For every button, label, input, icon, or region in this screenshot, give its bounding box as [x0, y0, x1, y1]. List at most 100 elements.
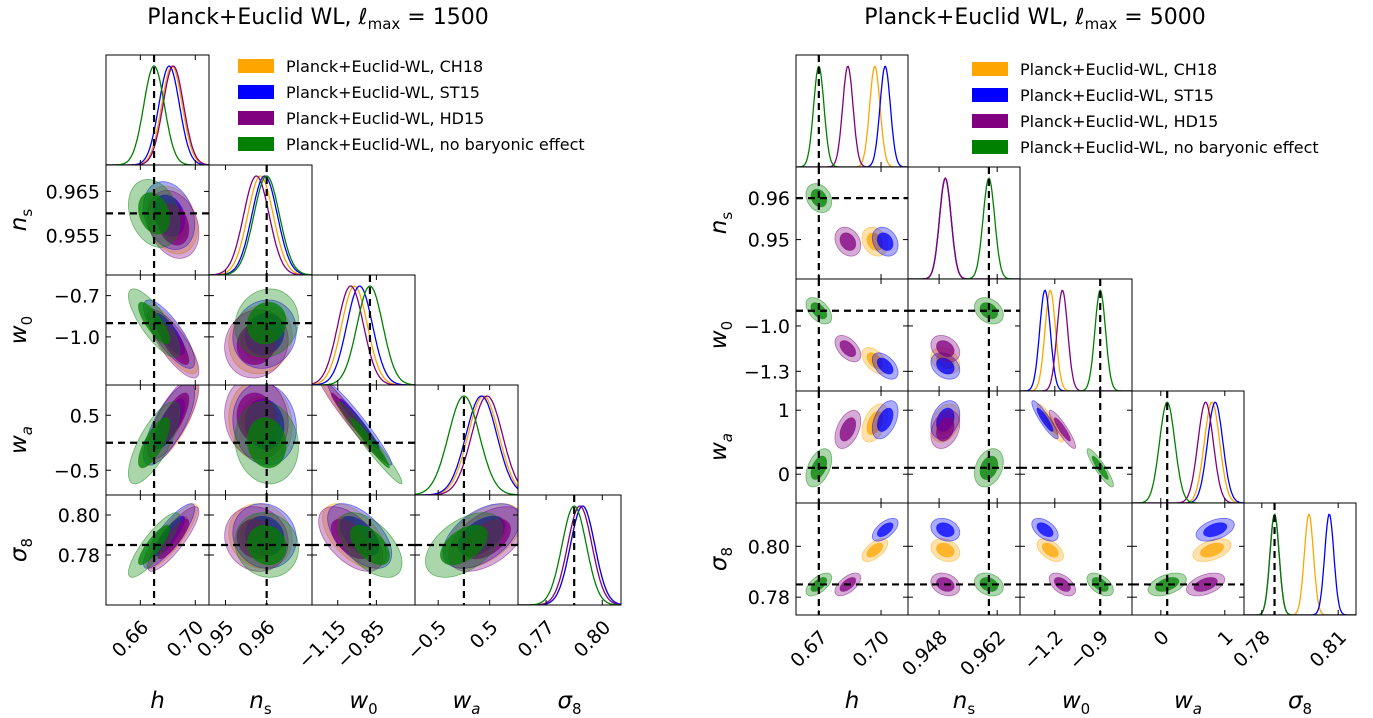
cell-wa-wa — [414, 384, 519, 496]
cell-h-w0 — [795, 278, 909, 392]
chart-title: Planck+Euclid WL, ℓmax = 1500 — [147, 5, 488, 33]
legend-label-ch18: Planck+Euclid-WL, CH18 — [1020, 60, 1217, 79]
axis-label-w0: w0 — [706, 321, 736, 349]
cell-plot-area — [1020, 279, 1132, 391]
cell-h-h — [105, 54, 210, 166]
axis-label-ns: ns — [6, 209, 36, 232]
cell-plot-area — [1132, 391, 1244, 503]
contour-1sigma-hd15 — [839, 417, 857, 442]
cell-frame — [1243, 502, 1357, 616]
cell-plot-area — [796, 167, 908, 279]
cell-plot-area — [106, 275, 209, 385]
axis-label-symbol: w — [452, 688, 471, 714]
marginal-curve-st15 — [796, 65, 908, 167]
axis-label-symbol: w — [1174, 688, 1193, 714]
y-tick-label-ns: 0.965 — [46, 181, 100, 203]
contour-1sigma-st15 — [1203, 522, 1228, 538]
legend-label-ch18: Planck+Euclid-WL, CH18 — [286, 57, 483, 76]
contour-1sigma-none — [810, 188, 828, 208]
axis-label-symbol: w — [6, 325, 32, 344]
x-tick-label-wa: 0 — [1150, 626, 1174, 650]
marginal-curve-none — [312, 285, 415, 385]
legend-label-hd15: Planck+Euclid-WL, HD15 — [1020, 112, 1218, 131]
x-tick-label-h: 0.70 — [849, 626, 894, 671]
title-prefix: Planck+Euclid WL, — [864, 5, 1075, 30]
axis-label-symbol: σ — [1288, 688, 1304, 714]
axis-label-subscript: a — [471, 700, 480, 718]
cell-w0-wa — [311, 384, 416, 496]
cell-plot-area — [796, 55, 908, 167]
axis-label-sigma8: σ8 — [706, 547, 736, 571]
marginal-curve-ch18 — [796, 65, 908, 167]
axis-label-symbol: σ — [557, 688, 573, 714]
cell-sigma8-sigma8 — [517, 494, 622, 606]
y-tick-label-sigma8: 0.80 — [58, 505, 100, 527]
marginal-curve-ch18 — [415, 395, 518, 495]
y-tick-label-w0: −1.0 — [54, 327, 100, 349]
x-tick-label-ns: 0.948 — [898, 626, 952, 680]
axis-label-sigma8: σ8 — [557, 688, 581, 718]
axis-label-symbol: w — [706, 330, 732, 349]
axis-label-subscript: a — [18, 426, 36, 435]
marginal-curve-hd15 — [415, 395, 518, 495]
title-prefix: Planck+Euclid WL, — [147, 5, 358, 30]
cell-sigma8-sigma8 — [1243, 502, 1357, 616]
axis-label-sigma8: σ8 — [1288, 688, 1312, 718]
contour-1sigma-none — [1155, 577, 1180, 592]
axis-label-symbol: w — [349, 688, 368, 714]
marginal-curve-ch18 — [1244, 513, 1356, 615]
marginal-curve-st15 — [1020, 289, 1132, 391]
contour-1sigma-hd15 — [839, 340, 857, 358]
marginal-curve-st15 — [908, 177, 1020, 279]
cell-plot-area — [106, 495, 209, 605]
x-tick-label-ns: 0.962 — [956, 626, 1010, 680]
cell-plot-area — [908, 167, 1020, 279]
axis-label-wa: wa — [706, 433, 736, 461]
cell-plot-area — [209, 385, 312, 495]
axis-label-symbol: w — [706, 442, 732, 461]
x-tick-label-wa: 1 — [1214, 626, 1238, 650]
marginal-curve-ch18 — [1020, 289, 1132, 391]
y-tick-label-ns: 0.95 — [748, 230, 790, 252]
marginal-curve-st15 — [209, 175, 312, 275]
marginal-curve-none — [209, 175, 312, 275]
cell-h-h — [795, 54, 909, 168]
axis-label-subscript: a — [1193, 700, 1202, 718]
cell-plot-area — [908, 391, 1020, 503]
contour-1sigma-ch18 — [1041, 542, 1059, 558]
contour-1sigma-ch18 — [866, 542, 884, 558]
cell-w0-w0 — [311, 274, 416, 386]
legend-swatch-hd15 — [972, 114, 1008, 128]
title-ell: ℓ — [358, 5, 368, 30]
axis-label-subscript: s — [264, 700, 272, 718]
legend-label-none: Planck+Euclid-WL, no baryonic effect — [1020, 138, 1319, 157]
cell-frame — [1019, 278, 1133, 392]
axis-label-subscript: 0 — [1081, 700, 1091, 718]
x-tick-label-sigma8: 0.77 — [514, 616, 559, 661]
title-suffix: = 5000 — [1117, 5, 1205, 30]
x-tick-label-ns: 0.95 — [193, 616, 238, 661]
cell-w0-w0 — [1019, 278, 1133, 392]
marginal-curve-hd15 — [518, 505, 621, 605]
x-tick-label-sigma8: 0.80 — [570, 616, 615, 661]
axis-label-subscript: s — [18, 209, 36, 217]
legend-swatch-hd15 — [238, 111, 274, 125]
cell-wa-sigma8 — [1131, 502, 1245, 616]
cell-wa-wa — [1131, 390, 1245, 504]
y-tick-label-sigma8: 0.78 — [748, 587, 790, 609]
cell-h-sigma8 — [795, 502, 909, 616]
cell-h-ns — [795, 166, 909, 280]
cell-plot-area — [1020, 503, 1132, 615]
marginal-curve-none — [1132, 401, 1244, 503]
contour-1sigma-ch18 — [1199, 542, 1225, 558]
contour-1sigma-hd15 — [1053, 417, 1071, 442]
axis-label-symbol: σ — [6, 546, 32, 562]
cell-h-sigma8 — [105, 494, 210, 606]
legend-label-st15: Planck+Euclid-WL, ST15 — [286, 83, 480, 102]
legend-label-hd15: Planck+Euclid-WL, HD15 — [286, 109, 484, 128]
axis-label-ns: ns — [706, 212, 736, 235]
axis-label-subscript: a — [718, 433, 736, 442]
contour-1sigma-none — [350, 417, 390, 469]
cell-plot-area — [209, 275, 312, 385]
marginal-curve-hd15 — [1020, 289, 1132, 391]
